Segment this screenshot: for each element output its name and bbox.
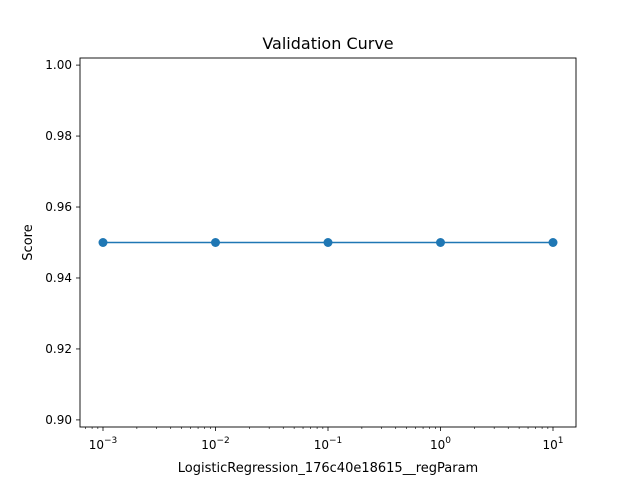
series-layer bbox=[98, 238, 558, 247]
x-tick-label: 10−2 bbox=[201, 436, 230, 452]
y-axis-ticks: 0.90 0.92 0.94 0.96 0.98 1.00 bbox=[45, 58, 80, 427]
plot-frame bbox=[79, 57, 577, 428]
x-tick-label: 10−1 bbox=[314, 436, 343, 452]
y-tick-label: 0.94 bbox=[45, 271, 72, 285]
x-tick-label: 10−3 bbox=[89, 436, 118, 452]
y-tick-label: 0.90 bbox=[45, 413, 72, 427]
y-tick-label: 1.00 bbox=[45, 58, 72, 72]
data-point bbox=[436, 238, 445, 247]
y-tick-label: 0.92 bbox=[45, 342, 72, 356]
x-axis-ticks: 10−3 10−2 10−1 100 101 bbox=[85, 427, 564, 452]
data-point bbox=[548, 238, 558, 247]
data-point bbox=[211, 238, 220, 247]
y-tick-label: 0.96 bbox=[45, 200, 72, 214]
data-point bbox=[323, 238, 333, 247]
y-tick-label: 0.98 bbox=[45, 129, 72, 143]
y-axis-label: Score bbox=[21, 224, 36, 260]
chart-title: Validation Curve bbox=[262, 34, 393, 53]
x-tick-label: 100 bbox=[430, 436, 451, 452]
x-tick-label: 101 bbox=[542, 436, 563, 452]
data-point bbox=[98, 238, 108, 247]
x-axis-label: LogisticRegression_176c40e18615__regPara… bbox=[178, 461, 478, 476]
